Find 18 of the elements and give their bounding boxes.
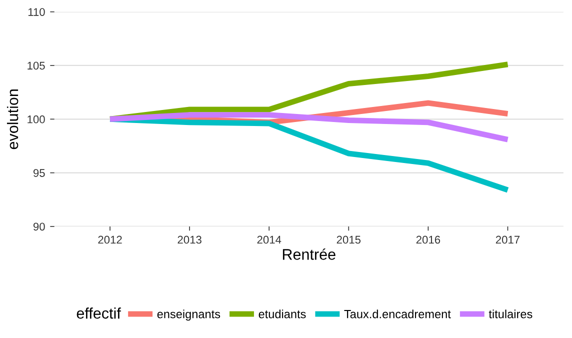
x-tick-label: 2012: [98, 236, 122, 244]
x-axis-title: Rentrée: [282, 248, 336, 260]
y-tick-label: 100: [28, 115, 45, 124]
x-tick-label: 2014: [257, 236, 282, 244]
legend-label: titulaires: [488, 310, 532, 318]
legend-label: enseignants: [157, 310, 220, 321]
y-axis-title: evolution: [6, 90, 18, 150]
x-tick-label: 2015: [336, 236, 361, 244]
legend-label: etudiants: [258, 310, 306, 318]
y-tick-label: 110: [28, 8, 45, 16]
x-tick-label: 2013: [178, 236, 202, 244]
legend-label: Taux.d.encadrement: [344, 310, 451, 318]
y-tick-label: 90: [33, 222, 45, 231]
y-tick-label: 95: [33, 169, 45, 177]
y-tick-label: 105: [28, 62, 45, 70]
x-tick-label: 2017: [496, 236, 520, 244]
legend-title: effectif: [76, 307, 121, 319]
x-tick-label: 2016: [416, 236, 440, 244]
